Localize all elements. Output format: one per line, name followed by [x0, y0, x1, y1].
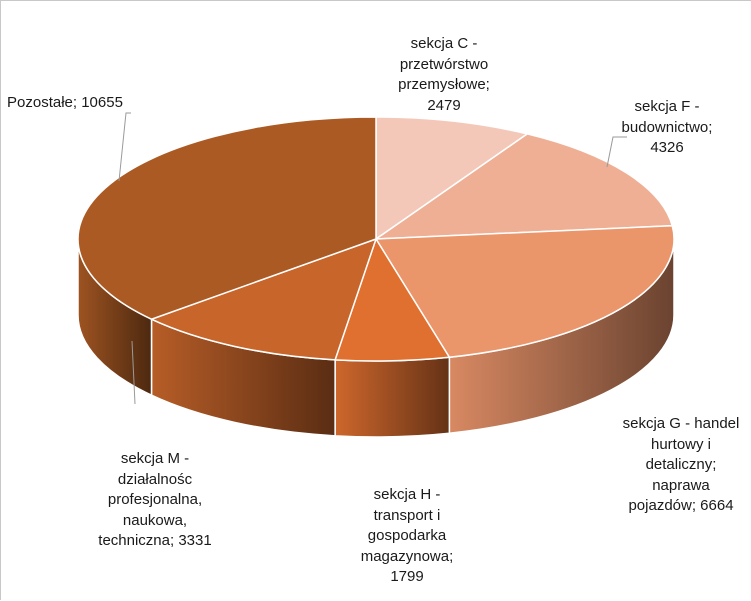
pie-slice-sekcja-m — [149, 237, 378, 361]
leader-line-1 — [118, 112, 131, 182]
label-sekcja-h: sekcja H - transport i gospodarka magazy… — [360, 486, 454, 585]
label-sekcja-m: sekcja M - działalnośc profesjonalna, na… — [98, 450, 212, 549]
pie-wall-sekcja-h — [334, 356, 451, 438]
pie-slice-sekcja-f — [373, 133, 674, 240]
pie-slice-sekcja-h — [334, 237, 451, 362]
label-leader-lines — [118, 112, 627, 405]
pie-side-walls — [77, 238, 675, 438]
leader-line-2 — [131, 340, 136, 405]
label-sekcja-c: sekcja C - przetwórstwo przemysłowe; 247… — [398, 35, 490, 114]
pie-slice-pozostale — [77, 116, 377, 321]
leader-line-0 — [606, 136, 627, 168]
pie-slice-sekcja-c — [375, 116, 530, 241]
label-pozostale: Pozostałe; 10655 — [7, 94, 123, 111]
label-sekcja-g: sekcja G - handel hurtowy i detaliczny; … — [622, 415, 740, 514]
pie-top-faces — [77, 116, 675, 362]
pie-slice-sekcja-g — [374, 224, 675, 359]
label-sekcja-f: sekcja F - budownictwo; 4326 — [621, 98, 713, 156]
